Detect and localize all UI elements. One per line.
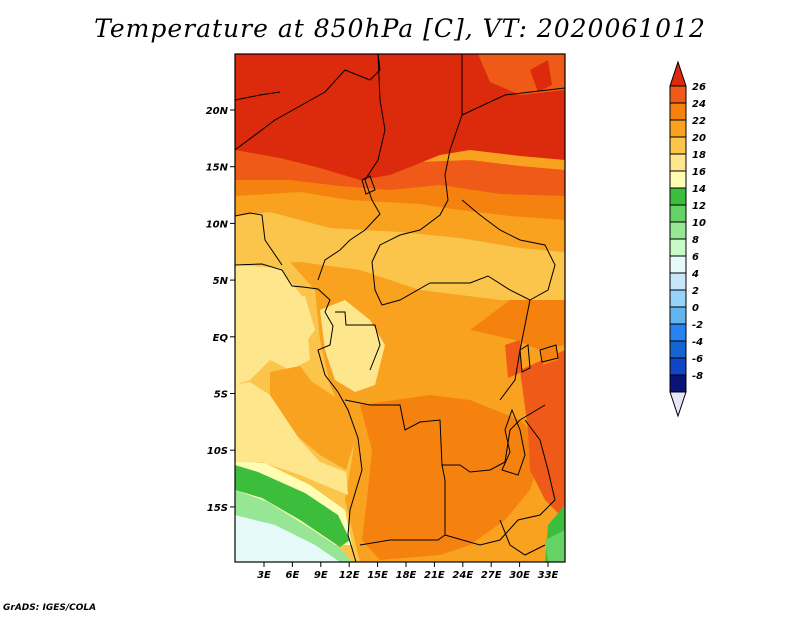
lon-label: 6E: [286, 570, 300, 581]
colorbar-swatch: [669, 357, 687, 376]
lat-label: 5N: [213, 276, 229, 287]
colorbar-swatch: [669, 289, 687, 308]
colorbar-swatch: [669, 136, 687, 155]
colorbar-swatch: [669, 323, 687, 342]
credit-text: GrADS: IGES/COLA: [3, 603, 97, 613]
lon-label: 33E: [538, 570, 559, 581]
lon-label: 21E: [424, 570, 445, 581]
lon-label: 24E: [452, 570, 473, 581]
colorbar-label: 2: [692, 286, 699, 297]
colorbar-label: 12: [692, 201, 706, 212]
colorbar-swatch: [669, 255, 687, 274]
longitude-axis: 3E 6E 9E 12E 15E 18E 21E 24E 27E 30E 33E: [257, 562, 559, 581]
colorbar-label: 18: [692, 150, 706, 161]
colorbar-label: 16: [692, 167, 706, 178]
colorbar-bottom-arrow: [669, 391, 687, 418]
colorbar-swatch: [669, 187, 687, 206]
country-borders: [235, 54, 565, 562]
colorbar-swatch: [669, 153, 687, 172]
lat-label: 10S: [207, 446, 228, 457]
colorbar-swatch: [669, 204, 687, 223]
lat-label: 5S: [214, 390, 228, 401]
colorbar-label: -8: [692, 371, 703, 382]
lon-label: 15E: [367, 570, 388, 581]
lon-label: 30E: [509, 570, 530, 581]
colorbar-label: -2: [692, 320, 703, 331]
colorbar-label: 8: [692, 235, 699, 246]
lon-label: 12E: [339, 570, 360, 581]
colorbar-label: 10: [692, 218, 706, 229]
map-frame: [234, 53, 566, 563]
colorbar-swatch: [669, 102, 687, 121]
colorbar-swatch: [669, 85, 687, 104]
colorbar-swatch: [669, 221, 687, 240]
lat-label: 15S: [207, 503, 228, 514]
lat-label: 20N: [206, 106, 229, 117]
colorbar-label: 22: [692, 116, 706, 127]
lon-label: 18E: [396, 570, 417, 581]
colorbar-top-arrow: [669, 60, 687, 87]
lon-label: 3E: [257, 570, 271, 581]
colorbar-label: -4: [692, 337, 703, 348]
colorbar-label: 26: [692, 82, 706, 93]
colorbar-swatch: [669, 238, 687, 257]
colorbar-label: 4: [691, 269, 699, 280]
colorbar-swatch: [669, 170, 687, 189]
colorbar-swatch: [669, 306, 687, 325]
lon-label: 27E: [481, 570, 502, 581]
colorbar-label: 24: [692, 99, 706, 110]
lat-label: 15N: [206, 163, 229, 174]
colorbar-label: -6: [692, 354, 703, 365]
map-title: Temperature at 850hPa [C], VT: 202006101…: [94, 14, 706, 43]
latitude-axis: 20N 15N 10N 5N EQ 5S 10S 15S: [206, 106, 235, 514]
colorbar-swatch: [669, 272, 687, 291]
colorbar-swatch: [669, 374, 687, 393]
colorbar-swatch: [669, 340, 687, 359]
lon-label: 9E: [314, 570, 328, 581]
colorbar-label: 6: [692, 252, 699, 263]
temperature-field: [235, 54, 565, 562]
colorbar-label: 14: [692, 184, 706, 195]
colorbar-label: 20: [692, 133, 706, 144]
colorbar-label: 0: [692, 303, 699, 314]
lat-label: 10N: [206, 219, 229, 230]
colorbar-swatch: [669, 119, 687, 138]
lat-label: EQ: [213, 333, 229, 344]
